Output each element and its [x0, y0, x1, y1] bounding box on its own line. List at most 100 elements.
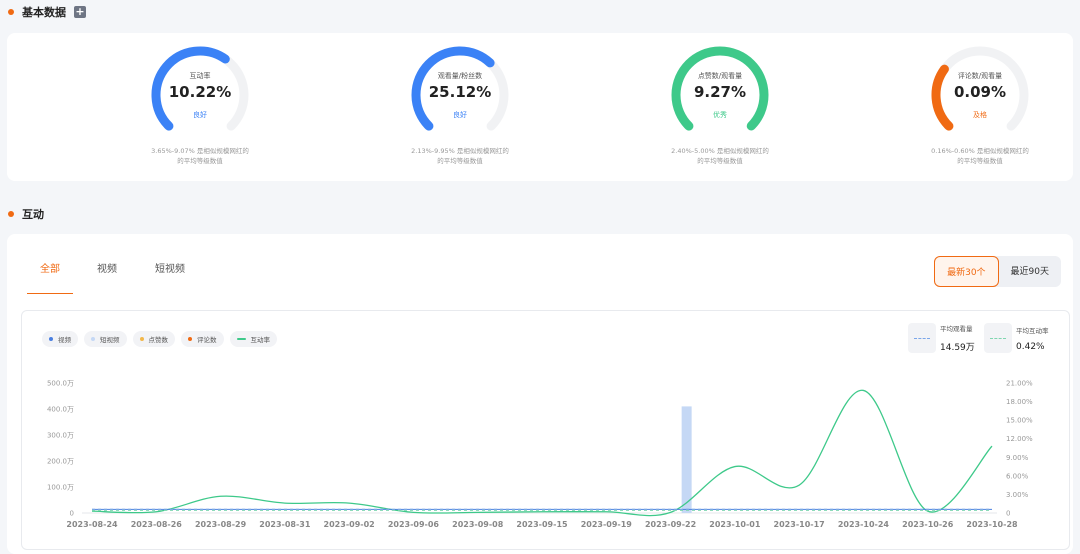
metric-label: 互动率	[189, 72, 211, 80]
legend-comments[interactable]: 评论数	[181, 331, 224, 347]
y-right-tick: 18.00%	[1006, 398, 1033, 406]
metric-value: 10.22%	[168, 83, 232, 101]
x-tick: 2023-09-19	[581, 520, 633, 529]
metric-gauge: 观看量/粉丝数 25.12% 良好 2.13%-9.95% 是相似规模网红的 的平均等级…	[330, 33, 590, 183]
metric-note-line: 的平均等级数值	[437, 157, 483, 165]
section-title: 基本数据	[22, 6, 66, 19]
metric-value: 9.27%	[693, 83, 747, 101]
x-tick: 2023-10-26	[902, 520, 954, 529]
metric-value: 25.12%	[428, 83, 492, 101]
legend-swatch	[49, 337, 53, 341]
metric-note: 0.16%-0.60% 是相似规模网红的 的平均等级数值	[850, 146, 1080, 166]
section-dot	[8, 211, 14, 217]
metric-gauge: 评论数/观看量 0.09% 及格 0.16%-0.60% 是相似规模网红的 的平均等级数…	[850, 33, 1080, 183]
x-tick: 2023-08-31	[259, 520, 311, 529]
metrics-card: 互动率 10.22% 良好 3.65%-9.07% 是相似规模网红的 的平均等级数值 观看…	[7, 33, 1073, 181]
x-tick: 2023-08-29	[195, 520, 247, 529]
tab-video[interactable]: 视频	[97, 264, 117, 275]
y-right-tick: 3.00%	[1006, 491, 1029, 499]
metric-note-line: 的平均等级数值	[697, 157, 743, 165]
x-tick: 2023-08-26	[131, 520, 183, 529]
x-tick: 2023-09-22	[645, 520, 696, 529]
metric-grade: 优秀	[713, 111, 727, 119]
range-90-days-button[interactable]: 最近90天	[1010, 267, 1049, 277]
legend-interaction-rate[interactable]: 互动率	[229, 331, 277, 347]
chart-panel: 视频 短视频 点赞数 评论数 互动率 平均观看量 14.59万 平均互动率 0.…	[21, 310, 1070, 550]
metric-label: 观看量/粉丝数	[437, 72, 483, 80]
metric-gauge: 点赞数/观看量 9.27% 优秀 2.40%-5.00% 是相似规模网红的 的平均等级数…	[590, 33, 850, 183]
tab-short-video[interactable]: 短视频	[155, 264, 185, 275]
metric-grade: 良好	[193, 111, 207, 119]
avg-views-value: 14.59万	[940, 343, 975, 353]
metric-value: 0.09%	[953, 83, 1007, 101]
x-tick: 2023-10-17	[774, 520, 825, 529]
range-toggle: 最新30个 最近90天	[934, 256, 1061, 287]
tab-all[interactable]: 全部	[27, 260, 73, 294]
gauge-ring	[931, 46, 1029, 131]
gauge-fill	[411, 46, 495, 131]
avg-views-label: 平均观看量	[940, 325, 973, 333]
legend-label: 点赞数	[148, 336, 169, 344]
metric-note-line: 2.40%-5.00% 是相似规模网红的	[671, 147, 769, 155]
metric-note-line: 0.16%-0.60% 是相似规模网红的	[931, 147, 1029, 155]
x-tick: 2023-09-02	[324, 520, 375, 529]
metric-note: 2.13%-9.95% 是相似规模网红的 的平均等级数值	[330, 146, 590, 166]
x-tick: 2023-09-06	[388, 520, 440, 529]
add-icon[interactable]: +	[74, 5, 86, 18]
gauge-fill	[671, 46, 769, 131]
series-line-interaction-rate	[91, 389, 993, 517]
legend-likes[interactable]: 点赞数	[132, 331, 175, 347]
y-left-tick: 500.0万	[47, 380, 74, 388]
legend-swatch	[236, 338, 246, 340]
y-left-tick: 300.0万	[47, 432, 74, 440]
x-tick: 2023-10-28	[966, 520, 1018, 529]
range-latest-30-button[interactable]: 最新30个	[934, 256, 999, 287]
legend-label: 评论数	[197, 336, 217, 344]
x-tick: 2023-10-24	[838, 520, 890, 529]
section-dot	[8, 9, 14, 15]
y-right-tick: 21.00%	[1006, 380, 1033, 388]
y-left-tick: 200.0万	[47, 458, 74, 466]
section-title: 互动	[22, 208, 44, 221]
y-left-tick: 0	[70, 510, 74, 518]
metric-grade: 及格	[973, 111, 987, 119]
gauge-fill	[931, 64, 954, 131]
legend-label: 短视频	[100, 336, 120, 344]
gauge-ring	[671, 46, 769, 131]
bar-short-video	[681, 406, 692, 513]
x-tick: 2023-10-01	[709, 520, 761, 529]
metric-note-line: 2.13%-9.95% 是相似规模网红的	[411, 147, 509, 155]
avg-views-swatch	[908, 323, 936, 353]
x-tick: 2023-08-24	[66, 520, 118, 529]
metric-note: 2.40%-5.00% 是相似规模网红的 的平均等级数值	[590, 146, 850, 166]
avg-rate-swatch	[984, 323, 1012, 353]
chart-legend: 视频 短视频 点赞数 评论数 互动率	[42, 331, 283, 347]
y-right-tick: 12.00%	[1006, 435, 1033, 443]
metric-note-line: 的平均等级数值	[177, 157, 223, 165]
avg-rate-value: 0.42%	[1016, 341, 1045, 352]
legend-short-video[interactable]: 短视频	[84, 331, 127, 347]
legend-swatch	[91, 337, 95, 341]
legend-swatch	[139, 337, 144, 341]
legend-label: 互动率	[250, 336, 271, 344]
x-tick: 2023-09-08	[452, 520, 504, 529]
metric-grade: 良好	[453, 111, 467, 119]
metric-gauge: 互动率 10.22% 良好 3.65%-9.07% 是相似规模网红的 的平均等级数值	[70, 33, 330, 183]
metric-note-line: 3.65%-9.07% 是相似规模网红的	[151, 147, 249, 155]
tabs: 全部 视频 短视频	[27, 260, 223, 294]
y-right-tick: 6.00%	[1006, 472, 1029, 480]
x-tick: 2023-09-15	[516, 520, 568, 529]
metric-label: 评论数/观看量	[957, 72, 1003, 80]
legend-video[interactable]: 视频	[42, 331, 78, 347]
metric-note-line: 的平均等级数值	[957, 157, 1003, 165]
y-left-tick: 100.0万	[47, 484, 74, 492]
gauge-fill	[151, 46, 230, 131]
metric-label: 点赞数/观看量	[697, 72, 743, 80]
gauge-ring	[151, 46, 249, 131]
y-right-tick: 0	[1006, 510, 1010, 518]
section-interaction: 互动	[8, 206, 44, 222]
y-right-tick: 15.00%	[1006, 417, 1033, 425]
section-basic-data: 基本数据 +	[8, 4, 86, 20]
metric-note: 3.65%-9.07% 是相似规模网红的 的平均等级数值	[70, 146, 330, 166]
legend-label: 视频	[58, 336, 71, 344]
